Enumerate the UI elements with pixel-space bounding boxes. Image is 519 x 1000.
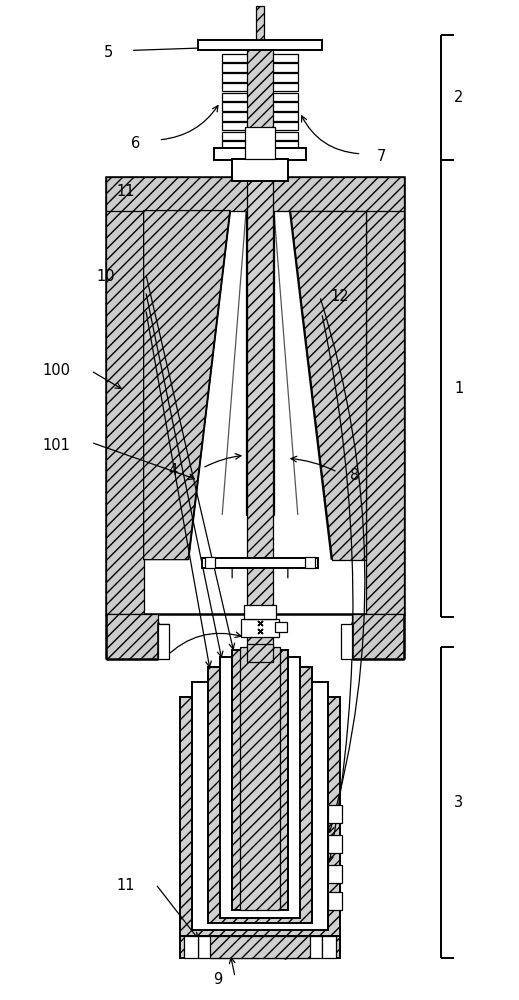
Text: 7: 7 (377, 149, 386, 164)
Bar (198, 40, 322, 50)
Bar (202, 558, 318, 568)
Bar (206, 557, 215, 568)
Bar (247, 644, 273, 662)
Bar (241, 619, 279, 637)
Text: 4: 4 (168, 463, 177, 478)
Bar (222, 83, 298, 91)
Text: 9: 9 (214, 972, 223, 987)
Text: 11: 11 (116, 184, 135, 199)
Bar (327, 835, 342, 853)
Bar (106, 177, 404, 211)
Bar (222, 93, 298, 101)
Bar (222, 54, 298, 62)
Text: 11: 11 (116, 878, 135, 893)
Text: 101: 101 (42, 438, 70, 453)
Bar (366, 177, 404, 614)
Bar (222, 122, 298, 130)
Bar (247, 142, 273, 624)
Bar (184, 936, 198, 958)
Bar (208, 667, 312, 923)
Bar (256, 6, 264, 40)
Bar (305, 557, 315, 568)
Text: 12: 12 (330, 289, 349, 304)
Bar (327, 805, 342, 823)
Bar (181, 936, 339, 958)
Bar (181, 936, 339, 952)
Text: 2: 2 (454, 90, 463, 105)
Bar (222, 73, 298, 82)
Bar (222, 132, 298, 140)
Bar (327, 865, 342, 883)
Text: 8: 8 (350, 468, 359, 483)
Bar (220, 657, 300, 918)
Bar (247, 614, 273, 684)
Text: 5: 5 (104, 45, 114, 60)
Text: 3: 3 (454, 795, 463, 810)
Text: 1: 1 (454, 381, 463, 396)
Polygon shape (290, 211, 366, 560)
Text: 100: 100 (42, 363, 70, 378)
Bar (210, 936, 310, 958)
Bar (275, 622, 287, 632)
Bar (106, 177, 144, 614)
Bar (232, 159, 288, 181)
Text: 10: 10 (97, 269, 115, 284)
Bar (158, 624, 170, 659)
Bar (246, 211, 274, 515)
Bar (244, 605, 276, 619)
Bar (340, 624, 352, 659)
Bar (198, 936, 322, 958)
Polygon shape (144, 211, 230, 560)
Bar (214, 148, 306, 160)
Bar (247, 40, 273, 160)
Bar (222, 102, 298, 111)
Bar (352, 614, 404, 659)
Text: 6: 6 (131, 136, 140, 151)
Bar (181, 697, 339, 936)
Bar (222, 112, 298, 121)
Bar (193, 682, 327, 930)
Bar (245, 127, 275, 159)
Bar (232, 650, 288, 910)
Bar (327, 892, 342, 910)
Bar (222, 141, 298, 150)
Bar (222, 63, 298, 72)
Bar (322, 936, 336, 958)
Bar (106, 177, 404, 614)
Bar (106, 614, 158, 659)
Bar (240, 647, 280, 910)
